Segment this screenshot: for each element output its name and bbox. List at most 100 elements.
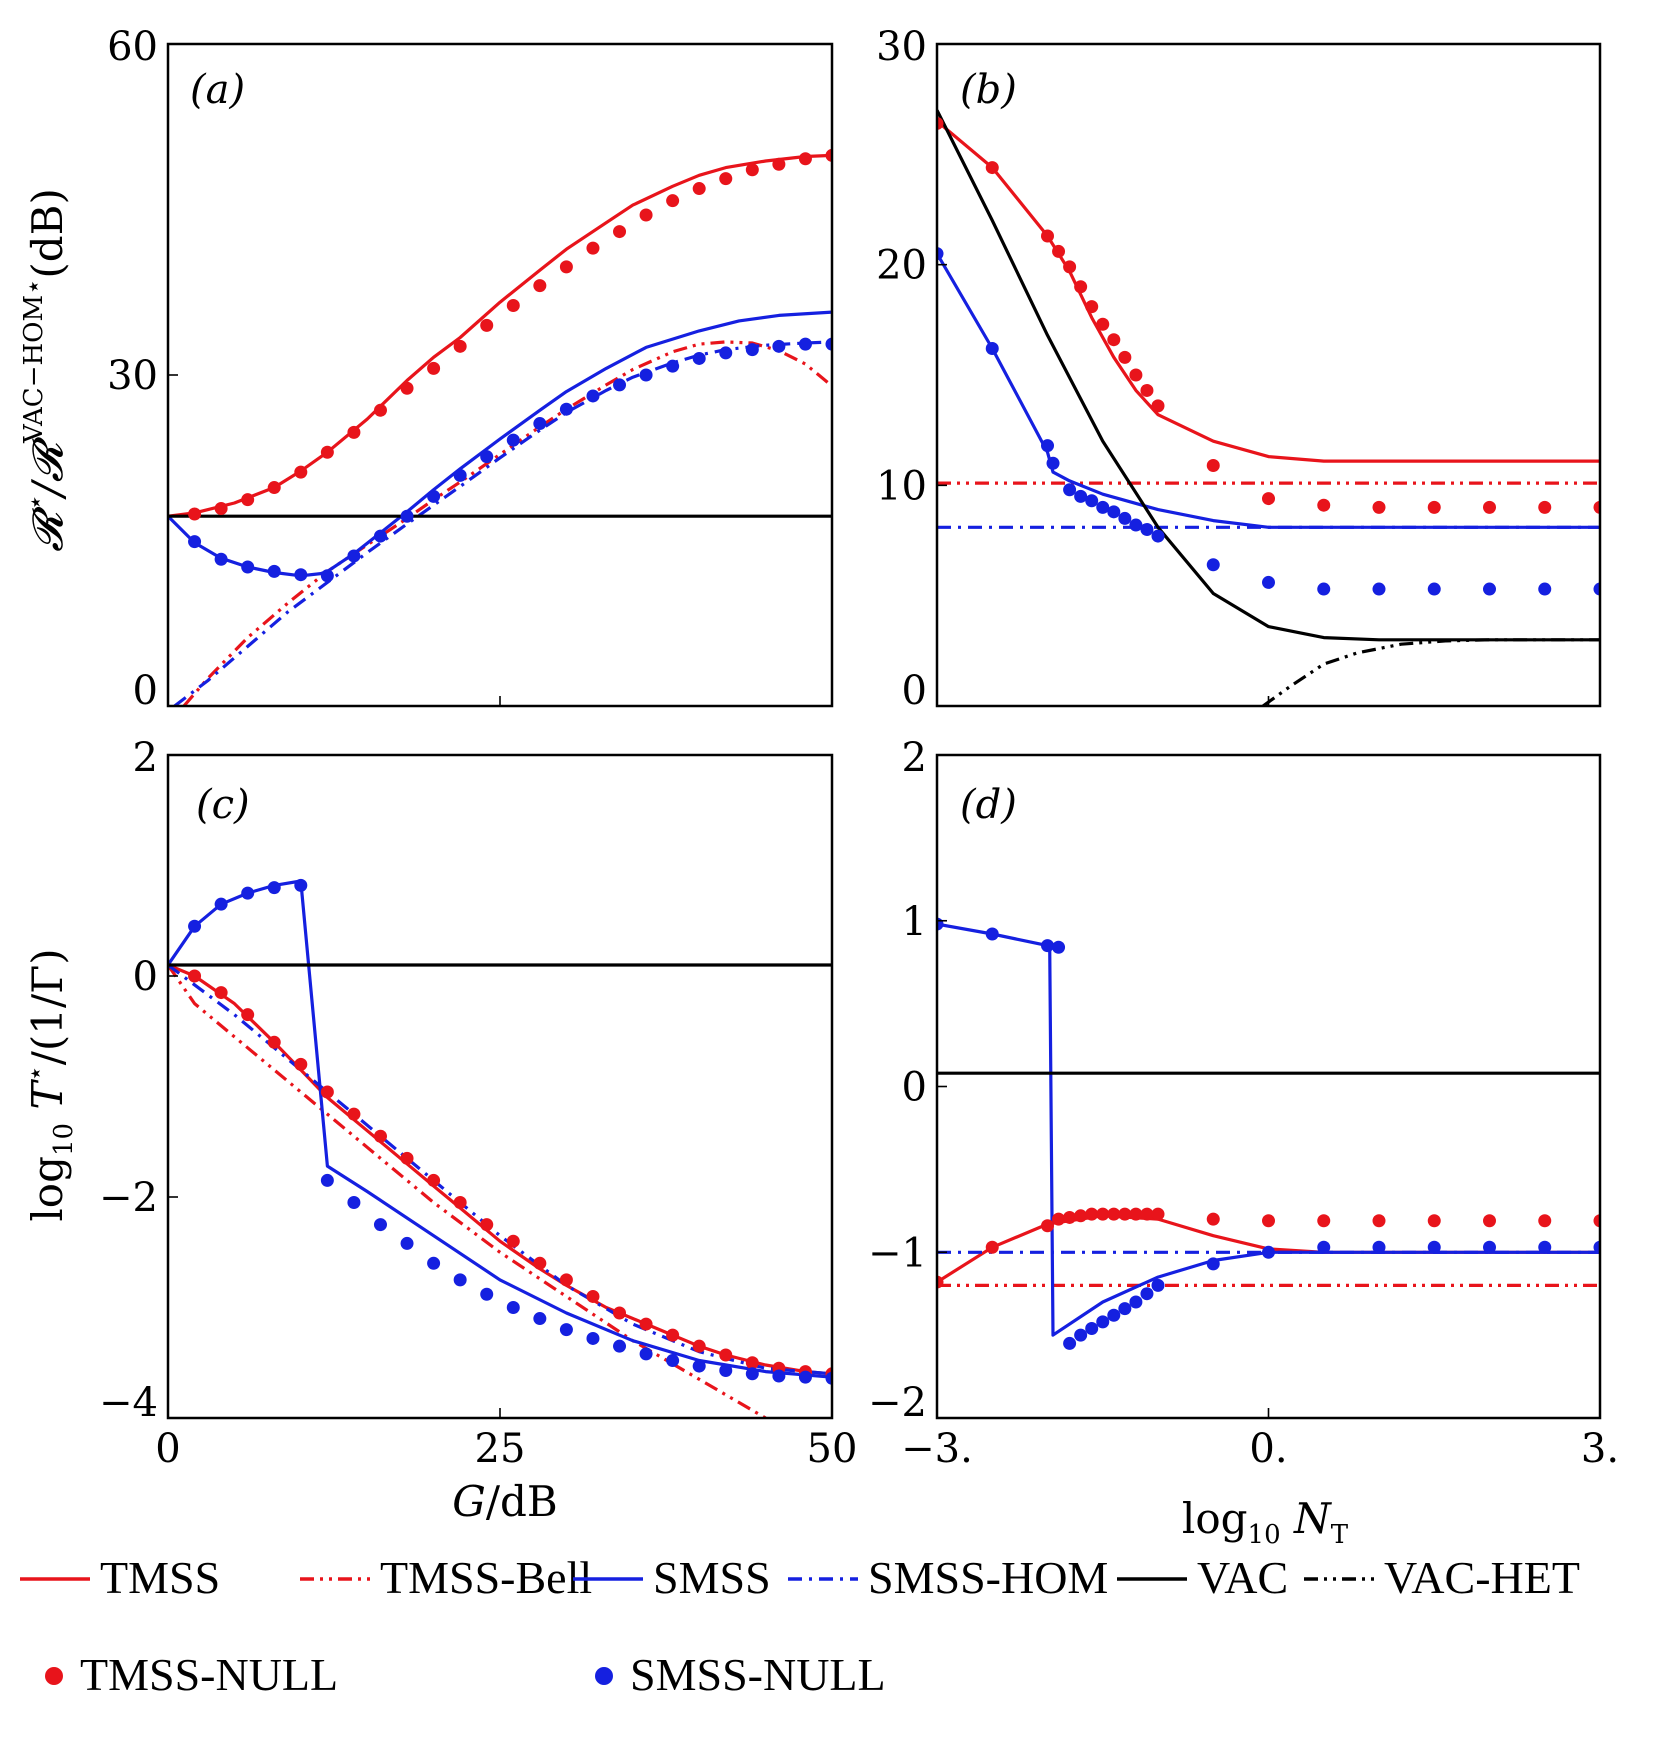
smss-null-point [1262,575,1275,589]
xlabel-right: log10 NT [1182,1494,1349,1550]
smss-null-point [1118,1302,1132,1316]
plot-area [937,109,1600,706]
tmss-null-point [719,172,733,186]
tmss-null-point [506,1234,520,1248]
y-tick-label: −2 [868,1380,927,1426]
y-tick-label: 0 [133,668,158,714]
y-tick-label: 0 [902,668,927,714]
legend-label: TMSS-NULL [80,1649,338,1700]
legend-label: SMSS [653,1552,771,1603]
smss-null-point [1593,1240,1600,1254]
tmss-null-point [692,182,706,196]
tmss-bell-line [182,340,832,706]
ylabel-bottom: log10 T⋆/(1/Γ) [21,948,79,1221]
tmss-null-point [347,1107,361,1121]
smss-null-point [719,346,733,360]
panel-d: −2 −1 0 1 2 −3. 0. 3. (d) [868,735,1619,1472]
smss-null-point [453,468,467,482]
tmss-null-point [1052,244,1066,258]
tmss-null-point [985,1240,999,1254]
smss-null-point [1317,1240,1331,1254]
tmss-null-point [1593,1214,1600,1228]
tmss-null-point [267,481,281,495]
tmss-null-point [1118,1207,1132,1221]
smss-null-point [267,881,281,895]
smss-null-point [294,568,308,582]
tmss-null-point [1129,1207,1143,1221]
y-tick-label: 60 [107,24,158,70]
smss-hom-line [173,340,832,706]
tmss-null-point [427,361,441,375]
x-tick-label: −3. [901,1426,973,1472]
tmss-null-point [373,403,387,417]
panel-label: (a) [190,67,245,113]
tmss-null-point [400,1151,414,1165]
smss-null-point [1427,582,1441,596]
smss-hom-line [168,963,832,1376]
tmss-null-point [1206,1212,1220,1226]
smss-null-point [639,368,653,382]
tmss-null-point [1427,1214,1441,1228]
smss-null-point [214,552,228,566]
tmss-null-point [1107,333,1121,347]
tmss-null-point [241,493,255,507]
tmss-null-point [1129,368,1143,382]
smss-null-point [427,1256,441,1270]
legend-label: SMSS-HOM [868,1552,1108,1603]
smss-null-point [320,1173,334,1187]
tmss-null-point [1107,1207,1121,1221]
x-tick-label: 25 [475,1426,526,1472]
tmss-null-point [1206,458,1220,472]
tmss-null-point [1063,260,1077,274]
tmss-null-point [453,339,467,353]
y-tick-label: 30 [107,353,158,399]
y-tick-label: 2 [902,735,927,781]
smss-null-point [480,1287,494,1301]
tmss-null-point [373,1129,387,1143]
axes-frame [935,42,1602,708]
tmss-null-point [639,1317,653,1331]
smss-null-point [1262,1245,1275,1259]
smss-null-point [1538,1240,1552,1254]
legend-label: SMSS-NULL [630,1649,886,1700]
tmss-null-point [937,116,944,130]
legend-item-vac: VAC [1117,1552,1288,1603]
smss-null-point [1096,1315,1110,1329]
smss-null-point [772,1369,786,1383]
tmss-null-point [294,1057,308,1071]
smss-null-point [533,1312,547,1326]
tmss-null-point [1538,500,1552,514]
y-tick-label: −1 [868,1230,927,1276]
tmss-null-point [559,1273,573,1287]
legend-marker [595,1667,613,1685]
smss-null-point [214,897,228,911]
tmss-null-point [559,260,573,274]
smss-null-point [985,927,999,941]
smss-null-point [373,529,387,543]
smss-null-point [1129,518,1143,532]
tmss-null-point [1593,500,1600,514]
xlabel-left: G/dB [452,1477,557,1526]
smss-null-point [1538,582,1552,596]
tmss-null-point [1483,1214,1496,1228]
tmss-null-point [937,1275,944,1289]
smss-null-point [1206,558,1220,572]
axes-frame [166,42,834,708]
smss-null-point [400,509,414,523]
smss-null-point [1483,1240,1496,1254]
smss-null-point [719,1363,733,1377]
panel-label: (b) [960,67,1017,113]
smss-null-point [188,919,202,933]
panel-label: (c) [196,782,250,828]
axis-labels: 𝓡⋆/𝓡VAC−HOM⋆(dB) log10 T⋆/(1/Γ) G/dB log… [19,188,1349,1550]
y-tick-label: 10 [876,463,927,509]
smss-null-point [1206,1257,1220,1271]
smss-null-point [639,1347,653,1361]
tmss-null-point [320,445,334,459]
smss-null-point [480,450,494,464]
smss-null-point [1046,456,1060,470]
y-tick-label: 20 [876,243,927,289]
tmss-line [168,153,832,518]
plot-area [168,148,832,706]
